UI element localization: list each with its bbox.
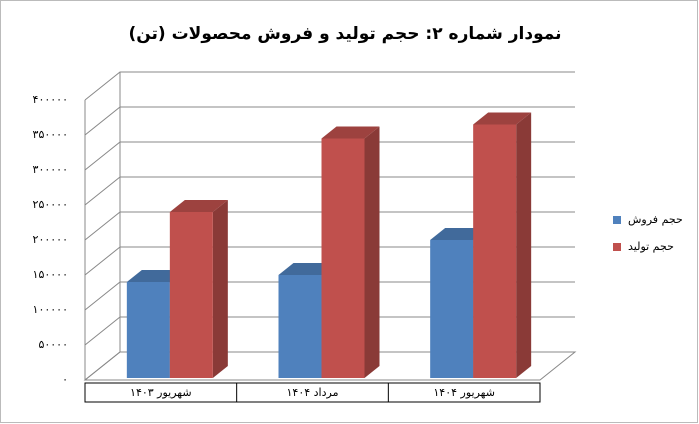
bar xyxy=(473,124,517,378)
legend-swatch xyxy=(613,243,621,251)
bar-top xyxy=(169,200,228,212)
y-tick-label: ۴۰۰۰۰۰ xyxy=(33,93,68,106)
y-tick-label: ۳۰۰۰۰۰ xyxy=(33,163,68,176)
x-tick-label: شهریور ۱۴۰۳ xyxy=(130,386,192,399)
bar xyxy=(430,240,474,378)
y-tick-label: ۲۰۰۰۰۰ xyxy=(33,233,68,246)
category-box xyxy=(84,382,541,403)
legend-label: حجم فروش xyxy=(628,213,683,226)
y-tick-label: ۰ xyxy=(62,373,68,386)
chart-title: نمودار شماره ۲: حجم تولید و فروش محصولات… xyxy=(128,24,561,44)
x-tick-label: مرداد ۱۴۰۴ xyxy=(287,386,339,399)
y-tick-label: ۵۰۰۰۰ xyxy=(38,338,68,351)
bar xyxy=(169,212,213,378)
bar xyxy=(126,282,170,378)
bar-side xyxy=(364,126,380,378)
y-tick-label: ۱۵۰۰۰۰ xyxy=(33,268,68,281)
bar xyxy=(321,138,365,378)
legend-label: حجم تولید xyxy=(628,240,674,253)
y-tick-label: ۲۵۰۰۰۰ xyxy=(33,198,68,211)
y-tick-label: ۳۵۰۰۰۰ xyxy=(33,128,68,141)
x-tick-label: شهریور ۱۴۰۴ xyxy=(433,386,495,399)
bar xyxy=(278,275,322,378)
y-tick-label: ۱۰۰۰۰۰ xyxy=(33,303,68,316)
legend-swatch xyxy=(613,216,621,224)
bar-side xyxy=(516,112,532,378)
bar-side xyxy=(212,200,228,378)
bar-top xyxy=(473,112,532,125)
bar-top xyxy=(321,126,380,139)
